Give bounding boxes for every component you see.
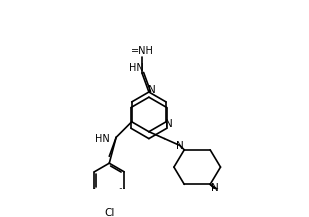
Text: N: N [211,183,218,193]
Text: Cl: Cl [104,208,114,217]
Text: N: N [176,141,184,151]
Text: HN: HN [95,134,110,144]
Text: =NH: =NH [130,46,154,56]
Text: N: N [165,118,172,128]
Text: HN: HN [129,63,144,73]
Text: N: N [148,85,155,95]
